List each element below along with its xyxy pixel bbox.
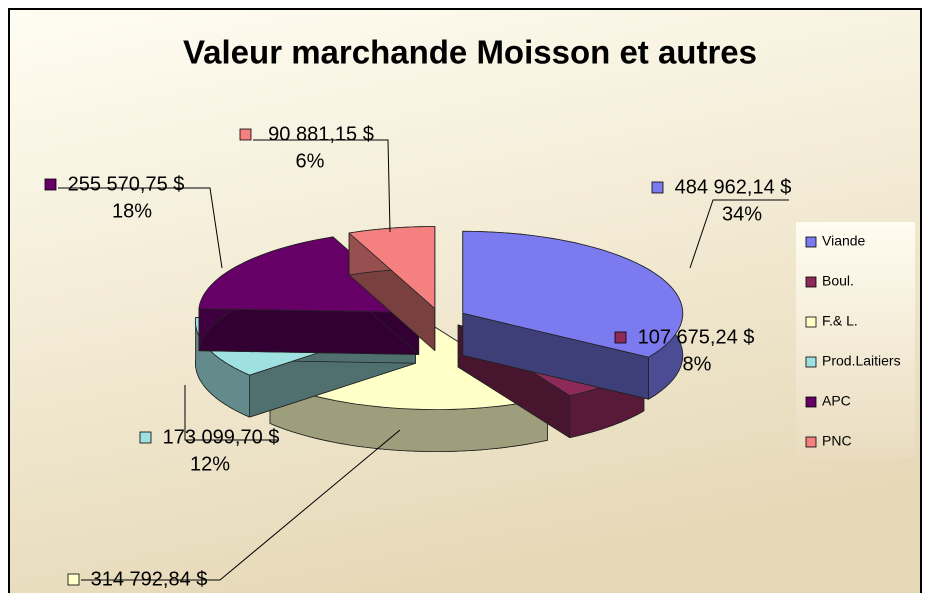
label-key — [139, 431, 152, 444]
chart-title: Valeur marchande Moisson et autres — [183, 34, 757, 71]
legend-key — [805, 396, 817, 408]
legend-label: APC — [822, 393, 851, 409]
legend-key — [805, 436, 817, 448]
legend-box — [796, 222, 915, 458]
leader-line — [689, 199, 789, 269]
percent-label: 18% — [112, 200, 152, 222]
slice — [462, 230, 684, 358]
value-label: 255 570,75 $ — [68, 173, 185, 195]
value-label: 173 099,70 $ — [163, 426, 280, 448]
leader-line — [253, 139, 391, 233]
percent-label: 8% — [683, 353, 712, 375]
legend-key — [805, 316, 817, 328]
value-label: 484 962,14 $ — [675, 176, 792, 198]
leader-line — [58, 187, 223, 269]
slice — [198, 236, 420, 313]
legend-label: Boul. — [822, 273, 854, 289]
legend-key — [805, 356, 817, 368]
legend-key — [805, 236, 817, 248]
pie — [195, 226, 684, 452]
leader-line — [81, 429, 401, 581]
percent-label: 6% — [296, 150, 325, 172]
label-key — [614, 331, 627, 344]
percent-label: 12% — [190, 453, 230, 475]
slice — [348, 226, 436, 309]
legend-label: F.& L. — [822, 313, 858, 329]
value-label: 107 675,24 $ — [638, 326, 755, 348]
labels: 484 962,14 $ 34% 107 675,24 $ 8% 314 792,84 … — [44, 123, 792, 590]
label-key — [651, 181, 664, 194]
legend-label: PNC — [822, 433, 852, 449]
value-label: 314 792,84 $ — [91, 568, 208, 590]
value-label: 90 881,15 $ — [268, 123, 374, 145]
percent-label: 34% — [722, 203, 762, 225]
legend-key — [805, 276, 817, 288]
label-key — [44, 178, 57, 191]
label-key — [239, 128, 252, 141]
legend-label: Viande — [822, 233, 866, 249]
legend-label: Prod.Laitiers — [822, 353, 901, 369]
label-key — [67, 573, 80, 586]
leader-line — [184, 385, 277, 441]
